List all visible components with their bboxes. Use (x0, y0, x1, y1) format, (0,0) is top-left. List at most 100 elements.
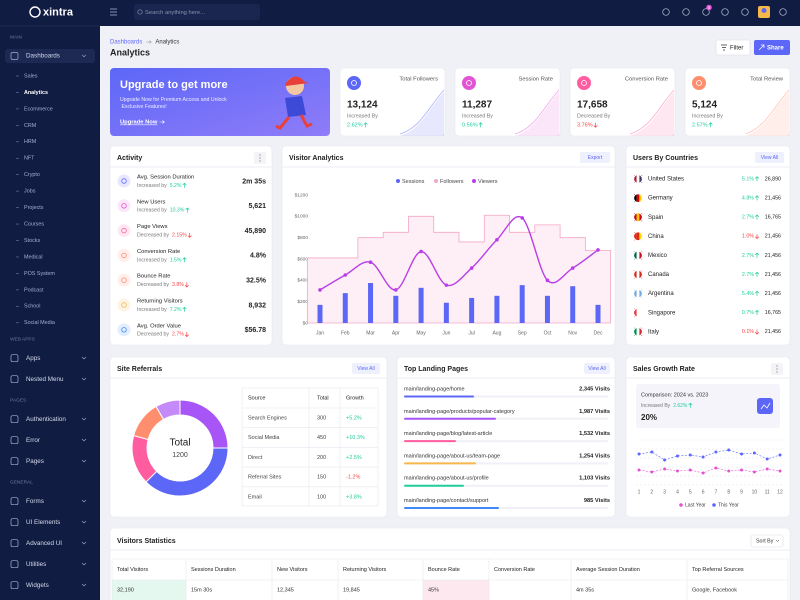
progress-bar (404, 395, 474, 398)
nav-subitem[interactable]: Ecommerce (24, 106, 53, 112)
table-cell: 19,845 (343, 587, 360, 593)
nav-item[interactable]: Utilities (26, 561, 46, 568)
nav-subitem[interactable]: Social Media (24, 320, 55, 326)
button[interactable] (755, 152, 784, 163)
stat-icon (462, 76, 476, 90)
nav-subitem[interactable]: CRM (24, 123, 37, 129)
highlight-cell (423, 580, 489, 600)
x-tick-label: 4 (676, 489, 679, 495)
nav-icon (10, 354, 19, 363)
landing-path[interactable]: main/landing-page/contact/support (404, 498, 489, 504)
landing-visits: 985 Visits (584, 498, 610, 504)
nav-subitem[interactable]: Courses (24, 221, 44, 227)
activity-name: Avg. Order Value (137, 323, 181, 329)
header-icon[interactable] (702, 8, 710, 16)
flag-stripe (634, 175, 637, 183)
stat-change: 3.76% (577, 122, 593, 128)
legend-label: Viewers (478, 179, 498, 185)
promo-link[interactable]: Upgrade Now (120, 120, 158, 126)
flag-stripe (634, 327, 637, 336)
sessions-bar (469, 297, 475, 323)
x-tick-label: Oct (544, 330, 552, 336)
nav-subitem[interactable]: Crypto (24, 172, 40, 178)
table-header: Total (317, 395, 329, 401)
nav-subitem[interactable]: Analytics (24, 90, 48, 96)
filter-button[interactable] (715, 39, 751, 56)
nav-item[interactable]: Nested Menu (26, 376, 64, 383)
card-title: Site Referrals (117, 366, 162, 373)
referral-source: Social Media (248, 435, 280, 441)
sales-point (727, 448, 731, 452)
breadcrumb-link[interactable]: Dashboards (110, 40, 142, 46)
button-label[interactable]: View All (357, 366, 374, 372)
menu-dot (259, 157, 261, 159)
nav-subitem[interactable]: Projects (24, 205, 44, 211)
country-change: 1.0% (742, 234, 754, 240)
highlight-cell (112, 580, 186, 600)
nav-item[interactable]: Error (26, 437, 40, 444)
nav-subitem[interactable]: School (24, 304, 40, 310)
button[interactable] (584, 363, 610, 374)
header-icon[interactable] (662, 8, 670, 16)
nav-icon (10, 436, 19, 445)
nav-subitem[interactable]: Sales (24, 73, 38, 79)
sales-point (778, 469, 782, 473)
nav-subitem[interactable]: Stocks (24, 238, 40, 244)
viewers-point (368, 260, 373, 265)
viewers-point (596, 248, 600, 252)
flag-stripe (634, 270, 637, 279)
nav-subitem[interactable]: NFT (24, 156, 35, 162)
header-icon[interactable] (682, 8, 690, 16)
landing-path[interactable]: main/landing-page/blog/latest-article (404, 431, 492, 437)
landing-path[interactable]: main/landing-page/about-us/profile (404, 476, 489, 482)
referral-source: Email (248, 494, 262, 500)
nav-subitem[interactable]: HRM (24, 139, 37, 145)
header-icon[interactable] (741, 8, 749, 16)
nav-item[interactable]: Authentication (26, 416, 66, 423)
nav-item[interactable]: Forms (26, 498, 44, 505)
button-label[interactable]: Share (767, 45, 784, 51)
button[interactable] (580, 152, 610, 163)
search-placeholder[interactable]: Search anything here... (145, 10, 205, 16)
nav-item[interactable]: Pages (26, 458, 44, 465)
trend-arrow (754, 252, 760, 258)
nav-chevron (81, 562, 87, 566)
activity-change-label: Increased by (137, 183, 167, 189)
activity-icon-glyph (121, 277, 127, 283)
logo[interactable]: xintra (43, 6, 74, 18)
landing-path[interactable]: main/landing-page/about-us/team-page (404, 453, 500, 459)
sort-button[interactable] (750, 534, 784, 548)
sales-line (638, 449, 781, 461)
landing-path[interactable]: main/landing-page/products/popular-categ… (404, 409, 515, 415)
referral-growth: +5.2% (346, 415, 362, 421)
nav-item[interactable]: Widgets (26, 582, 49, 589)
nav-active-bg (5, 49, 95, 63)
avatar-head (761, 8, 767, 13)
nav-subitem[interactable]: Jobs (24, 189, 36, 195)
table-cell: 32,190 (117, 587, 134, 593)
search-box[interactable] (134, 4, 260, 20)
flag-ring (632, 326, 644, 337)
nav-item[interactable]: Apps (26, 355, 40, 362)
share-button[interactable] (754, 40, 790, 55)
button-label[interactable]: View All (588, 366, 605, 372)
nav-item[interactable]: UI Elements (26, 519, 60, 526)
button-label[interactable]: View All (761, 155, 778, 161)
button-label[interactable]: Filter (730, 45, 743, 51)
y-tick-label: $200 (297, 299, 308, 305)
nav-item[interactable]: Dashboards (26, 53, 60, 60)
nav-subitem[interactable]: Medical (24, 254, 43, 260)
nav-item[interactable]: Advanced UI (26, 540, 62, 547)
header-icon[interactable] (779, 8, 787, 16)
landing-path[interactable]: main/landing-page/home (404, 386, 465, 392)
trend-arrow (187, 232, 192, 238)
button-label[interactable]: Sort By (756, 539, 774, 545)
progress-bar (404, 417, 496, 420)
header-icon[interactable] (721, 8, 729, 16)
referral-total: 150 (317, 475, 326, 481)
activity-change: 3.8% (172, 282, 184, 288)
button-label[interactable]: Export (588, 155, 603, 161)
button[interactable] (352, 363, 380, 374)
nav-subitem[interactable]: POS System (24, 271, 55, 277)
nav-subitem[interactable]: Podcast (24, 287, 44, 293)
